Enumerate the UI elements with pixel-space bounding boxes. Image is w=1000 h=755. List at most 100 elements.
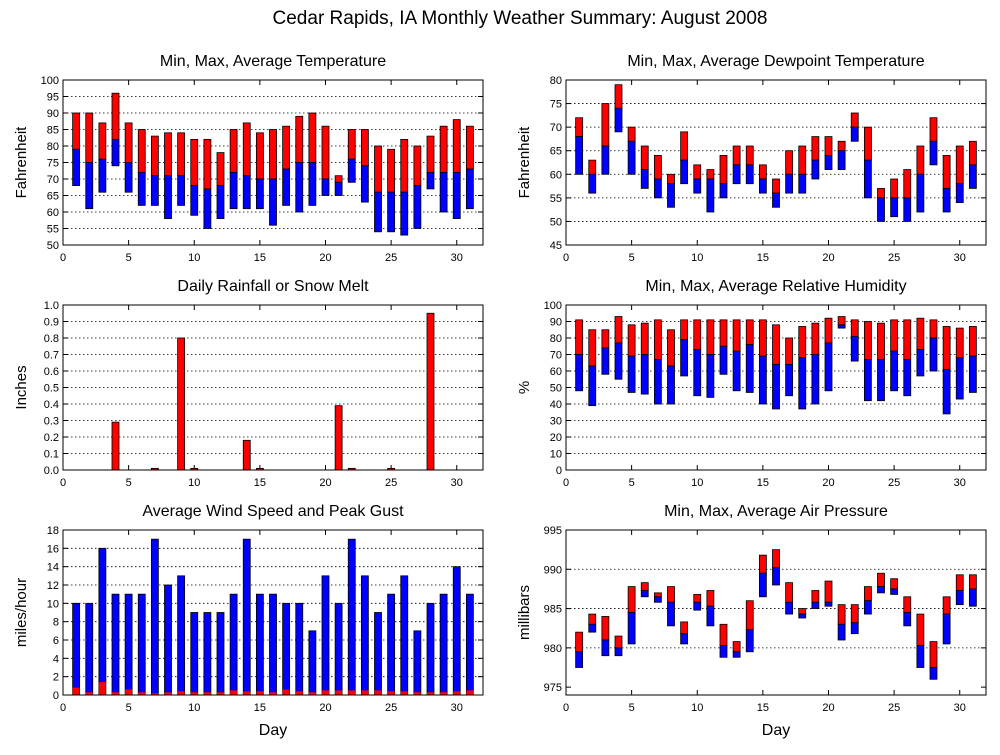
bar-lower <box>772 363 780 410</box>
x-tick-label: 15 <box>254 252 266 264</box>
bar-upper <box>903 169 912 199</box>
y-tick-label: 12 <box>47 580 59 592</box>
bar-upper <box>903 596 912 613</box>
bar-gust <box>229 593 238 696</box>
bar-avg <box>217 692 224 695</box>
x-tick-label: 30 <box>451 702 463 714</box>
x-tick-label: 15 <box>254 702 266 714</box>
bar-gust <box>85 602 94 696</box>
bar-lower <box>706 354 715 398</box>
bar-upper <box>798 145 807 175</box>
bar-lower <box>374 191 382 233</box>
y-tick-label: 50 <box>550 216 562 228</box>
bar-lower <box>732 350 741 392</box>
bar-avg <box>466 690 474 695</box>
plot-frame <box>62 304 484 471</box>
bar-gust <box>347 538 356 696</box>
bar-lower <box>400 191 409 236</box>
plot-frame <box>62 79 484 246</box>
bar-upper <box>588 159 597 175</box>
x-axis-label: Day <box>762 722 790 739</box>
y-tick-label: 20 <box>550 432 562 444</box>
bar-upper <box>347 129 356 160</box>
y-tick-label: 60 <box>550 366 562 378</box>
x-tick-label: 30 <box>451 252 463 264</box>
y-tick-label: 4 <box>53 653 59 665</box>
bar-upper <box>465 125 474 170</box>
bar-lower <box>282 168 291 206</box>
chart-temp: Min, Max, Average Temperature Fahrenheit 5… <box>13 53 484 264</box>
bar-upper <box>706 319 715 355</box>
bar-lower <box>680 633 689 645</box>
bar-lower <box>916 173 925 213</box>
bar-lower <box>387 191 396 233</box>
bar-upper <box>968 140 977 166</box>
bar-avg <box>282 689 290 695</box>
bar-upper <box>177 132 186 177</box>
bar-gust <box>242 538 251 696</box>
bar-upper <box>745 600 754 631</box>
x-tick-label: 5 <box>126 477 132 489</box>
bar-upper <box>758 164 767 180</box>
bar-lower <box>640 169 649 189</box>
bar-upper <box>269 129 277 180</box>
bar-avg <box>387 691 395 695</box>
bar-avg <box>453 691 461 695</box>
bar-lower <box>588 173 597 194</box>
y-tick-label: 70 <box>550 350 562 362</box>
bar-lower <box>732 164 741 185</box>
bar-upper <box>732 319 741 352</box>
bar-lower <box>942 368 951 415</box>
bar-gust <box>203 612 212 696</box>
y-tick-label: 10 <box>47 598 59 610</box>
bar-upper <box>955 574 964 591</box>
bar-lower <box>601 145 610 175</box>
bar-upper <box>614 316 623 344</box>
bar-lower <box>942 613 951 645</box>
y-tick-label: 70 <box>550 122 562 134</box>
x-tick-label: 10 <box>691 252 703 264</box>
x-tick-label: 15 <box>757 477 769 489</box>
bar-upper <box>772 178 780 194</box>
bar-lower <box>955 590 964 606</box>
bar-lower <box>575 136 584 175</box>
plot-frame <box>565 79 987 246</box>
y-tick-label: 980 <box>544 643 562 655</box>
bar-gust <box>413 630 422 696</box>
bar-lower <box>575 354 584 392</box>
bar-upper <box>229 129 238 173</box>
bar-lower <box>745 629 754 653</box>
bar-upper <box>203 138 212 190</box>
bar <box>111 421 120 471</box>
y-tick-label: 0 <box>53 690 59 702</box>
bar-upper <box>680 621 689 635</box>
bar-upper <box>667 586 675 603</box>
bar-upper <box>295 115 304 163</box>
bar-lower <box>693 601 702 611</box>
bar-upper <box>575 319 584 355</box>
bar-lower <box>627 612 636 645</box>
y-tick-label: 75 <box>550 99 562 111</box>
bar-upper <box>942 155 951 189</box>
y-tick-label: 0.0 <box>44 465 59 477</box>
x-tick-label: 5 <box>629 252 635 264</box>
bar-upper <box>719 155 728 185</box>
y-tick-label: 0.4 <box>44 399 59 411</box>
bar-lower <box>667 183 675 208</box>
bar-lower <box>890 197 899 218</box>
x-tick-label: 20 <box>822 252 834 264</box>
bar-lower <box>863 159 872 199</box>
bar-upper <box>693 164 702 180</box>
y-tick-label: 90 <box>550 317 562 329</box>
y-tick-label: 95 <box>47 92 59 104</box>
x-tick-label: 25 <box>385 252 397 264</box>
y-tick-label: 55 <box>47 224 59 236</box>
bar-lower <box>719 183 728 199</box>
x-tick-label: 25 <box>888 477 900 489</box>
bar-lower <box>334 181 343 196</box>
y-tick-label: 0.9 <box>44 317 59 329</box>
bar-upper <box>693 319 702 350</box>
bar-gust <box>452 566 461 696</box>
x-tick-label: 10 <box>188 702 200 714</box>
bar-upper <box>877 188 885 199</box>
